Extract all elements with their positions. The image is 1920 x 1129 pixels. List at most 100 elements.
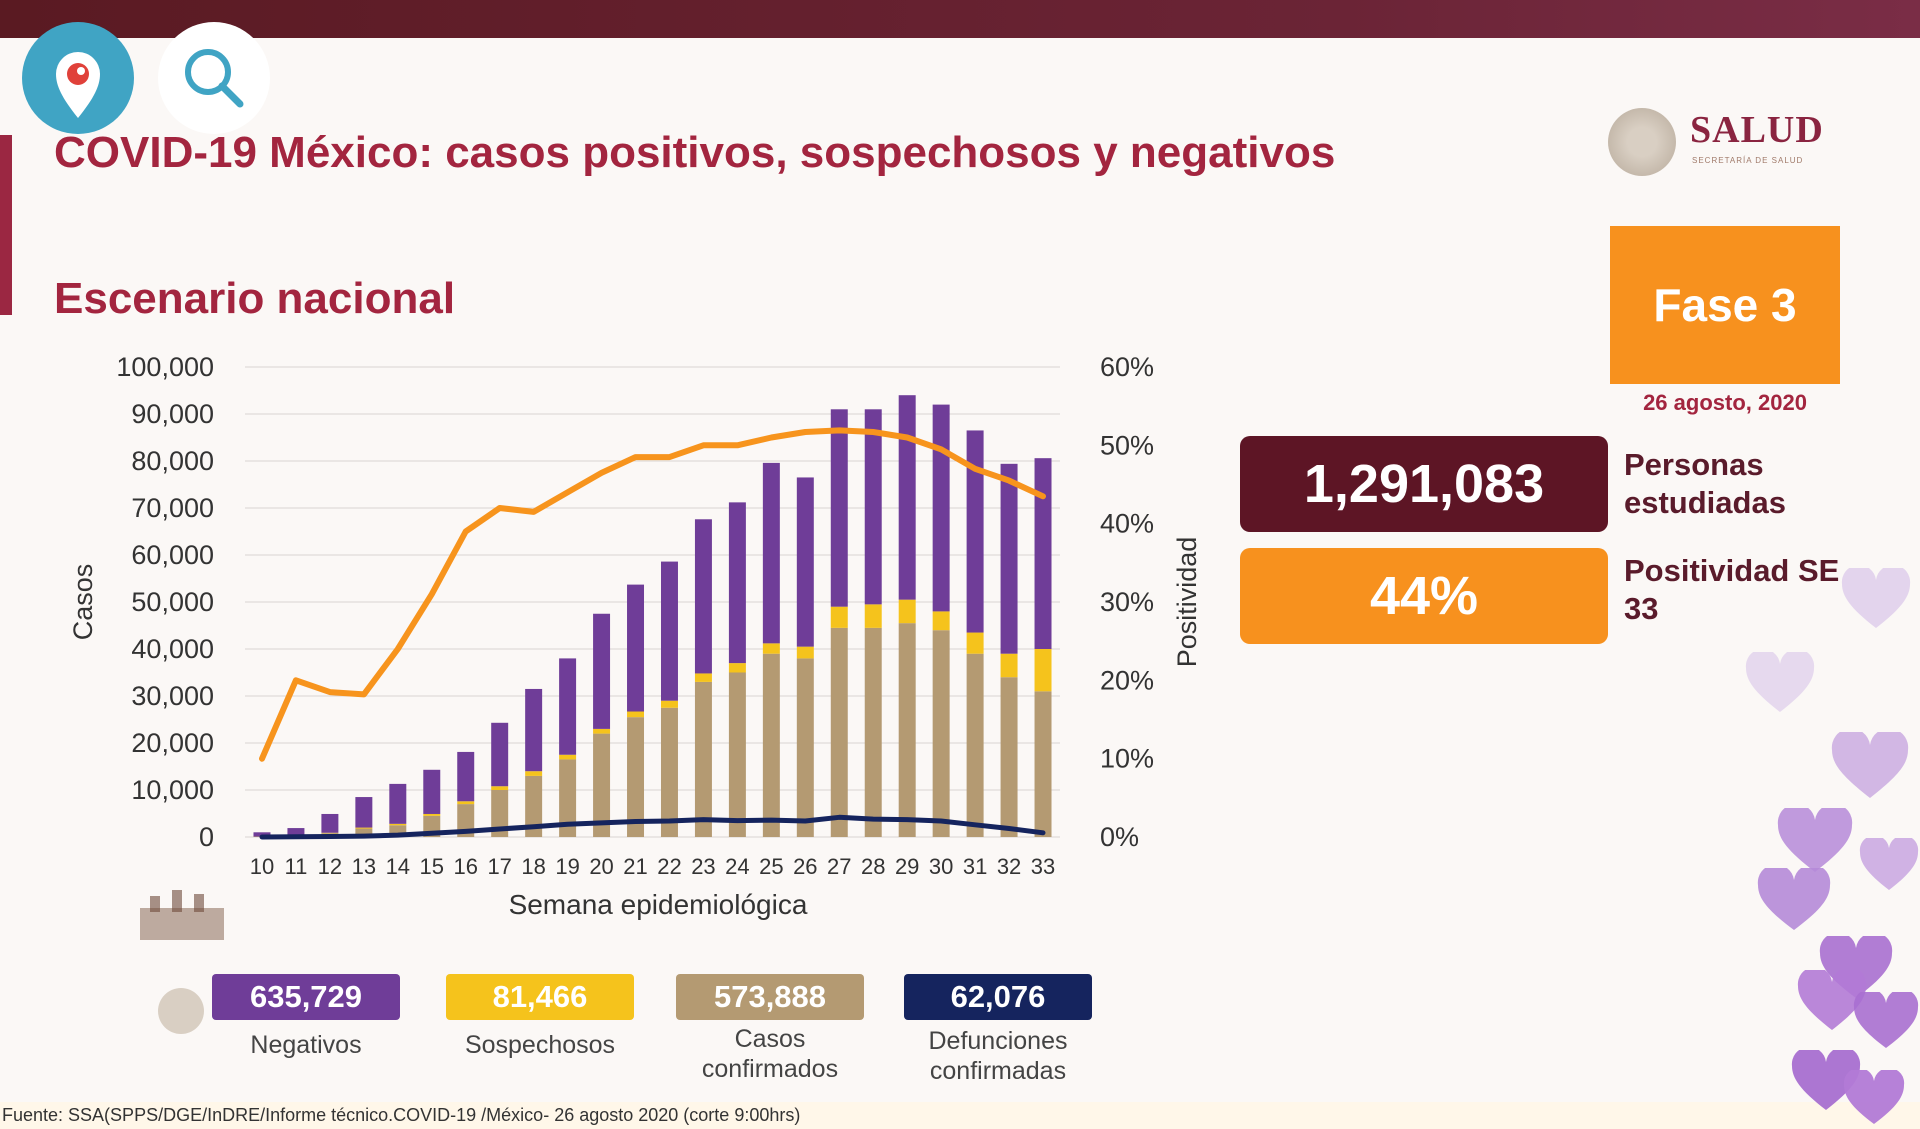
bar-negativos	[932, 404, 950, 612]
positividad-line	[259, 427, 1046, 762]
bar-negativos	[966, 430, 984, 633]
legend-confirmados-label: Casos confirmados	[701, 1025, 839, 1083]
page-title: COVID-19 México: casos positivos, sospec…	[54, 128, 1336, 177]
bar-casos-confirmados	[660, 707, 678, 837]
heart-icon	[1859, 838, 1919, 890]
source-note: Fuente: SSA(SPPS/DGE/InDRE/Informe técni…	[0, 1102, 1920, 1129]
bar-sospechosos	[491, 786, 509, 790]
bar-negativos	[389, 783, 407, 824]
y-tick-label: 10,000	[131, 775, 214, 805]
bar-negativos	[627, 584, 645, 712]
bar-sospechosos	[389, 823, 407, 826]
y2-axis-label: Positividad	[1172, 537, 1202, 668]
logo-subtext: SECRETARÍA DE SALUD	[1692, 156, 1804, 165]
x-tick-label: 23	[691, 854, 715, 879]
page-subtitle: Escenario nacional	[54, 274, 456, 323]
bar-sospechosos	[627, 711, 645, 718]
bar-sospechosos	[660, 700, 678, 708]
x-tick-label: 21	[623, 854, 647, 879]
bar-sospechosos	[898, 599, 916, 624]
heart-icon	[1757, 868, 1831, 930]
bar-negativos	[253, 832, 271, 837]
bar-casos-confirmados	[525, 775, 543, 837]
bar-negativos	[321, 813, 339, 833]
phase-date: 26 agosto, 2020	[1643, 390, 1807, 415]
positivity-value: 44%	[1240, 548, 1608, 644]
y2-tick-label: 10%	[1100, 744, 1154, 774]
y2-tick-label: 30%	[1100, 587, 1154, 617]
defunciones-line	[259, 814, 1046, 840]
periscope-button[interactable]	[22, 22, 134, 134]
bar-casos-confirmados	[1034, 691, 1052, 837]
bar-sospechosos	[728, 663, 746, 673]
x-tick-label: 25	[759, 854, 783, 879]
bar-sospechosos	[762, 643, 780, 654]
bar-casos-confirmados	[491, 790, 509, 837]
bar-casos-confirmados	[932, 630, 950, 837]
legend-negativos-label: Negativos	[250, 1031, 362, 1059]
x-tick-label: 28	[861, 854, 885, 879]
legend-sospechosos-label: Sospechosos	[464, 1031, 616, 1059]
y2-tick-label: 0%	[1100, 822, 1139, 852]
x-tick-label: 22	[657, 854, 681, 879]
legend-confirmados-value: 573,888	[676, 974, 864, 1020]
seal-icon	[158, 988, 204, 1034]
bar-casos-confirmados	[762, 653, 780, 837]
x-tick-label: 33	[1031, 854, 1055, 879]
x-tick-label: 24	[725, 854, 749, 879]
search-button[interactable]	[158, 22, 270, 134]
bar-sospechosos	[796, 646, 814, 659]
x-tick-label: 14	[386, 854, 410, 879]
emblem-logo	[132, 884, 232, 944]
people-studied-value: 1,291,083	[1240, 436, 1608, 532]
bar-casos-confirmados	[559, 759, 577, 837]
bar-casos-confirmados	[728, 672, 746, 837]
bar-negativos	[762, 462, 780, 644]
y2-tick-label: 60%	[1100, 352, 1154, 382]
periscope-icon	[56, 52, 100, 118]
y2-tick-label: 20%	[1100, 665, 1154, 695]
legend-sospechosos-value: 81,466	[446, 974, 634, 1020]
bar-casos-confirmados	[898, 623, 916, 837]
y-tick-label: 0	[199, 822, 214, 852]
x-tick-label: 17	[487, 854, 511, 879]
bar-negativos	[694, 519, 712, 674]
bar-negativos	[593, 613, 611, 729]
bar-sospechosos	[593, 728, 611, 734]
x-tick-label: 16	[453, 854, 477, 879]
bar-sospechosos	[864, 604, 882, 628]
bar-sospechosos	[932, 611, 950, 631]
heart-icon	[1853, 992, 1919, 1048]
bar-sospechosos	[457, 801, 475, 805]
bar-negativos	[355, 797, 373, 828]
top-bar	[0, 0, 1920, 38]
legend-defunciones-label: Defunciones confirmadas	[928, 1027, 1068, 1085]
bar-casos-confirmados	[389, 825, 407, 837]
x-tick-label: 32	[997, 854, 1021, 879]
bar-sospechosos	[559, 754, 577, 760]
x-tick-label: 10	[250, 854, 274, 879]
y2-tick-label: 40%	[1100, 509, 1154, 539]
bar-negativos	[898, 395, 916, 600]
left-accent-stripe	[0, 135, 12, 315]
bar-sospechosos	[1034, 649, 1052, 692]
bar-casos-confirmados	[593, 733, 611, 837]
x-tick-label: 20	[589, 854, 613, 879]
bar-sospechosos	[355, 827, 373, 829]
x-tick-label: 31	[963, 854, 987, 879]
phase-badge: Fase 3	[1610, 226, 1840, 384]
bar-negativos	[1034, 458, 1052, 649]
x-tick-label: 11	[285, 854, 308, 879]
search-icon	[185, 49, 244, 108]
bar-casos-confirmados	[1000, 677, 1018, 837]
bar-negativos	[491, 722, 509, 787]
x-tick-label: 19	[555, 854, 579, 879]
x-tick-label: 13	[352, 854, 376, 879]
cases-chart: 0 10,000 20,000 30,000 40,000 50,000 60,000 70,…	[68, 352, 1202, 920]
bar-sospechosos	[525, 771, 543, 776]
bar-casos-confirmados	[830, 627, 848, 837]
heart-icon	[1791, 1050, 1861, 1110]
x-axis-label: Semana epidemiológica	[509, 889, 808, 920]
y-tick-label: 50,000	[131, 587, 214, 617]
bar-casos-confirmados	[355, 828, 373, 837]
